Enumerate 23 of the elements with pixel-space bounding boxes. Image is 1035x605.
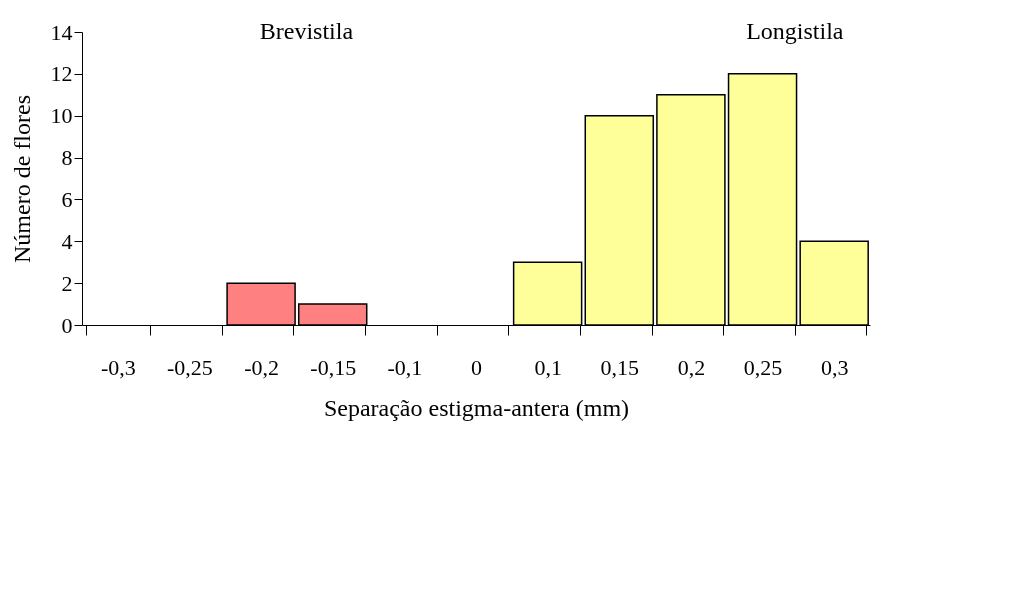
x-tick-label: 0,2	[677, 354, 706, 380]
x-tick-label: -0,1	[387, 354, 423, 380]
y-tick-label: 14	[50, 19, 73, 45]
x-axis-title: Separação estigma-antera (mm)	[323, 394, 630, 421]
x-tick-label: 0,1	[534, 354, 562, 380]
x-tick-label: 0,15	[600, 354, 640, 380]
x-tick-label: 0	[471, 354, 482, 380]
y-tick-label: 8	[61, 145, 73, 171]
x-tick-label: 0,3	[820, 354, 849, 380]
y-tick-label: 4	[61, 228, 73, 254]
y-axis-title: Número de flores	[8, 95, 35, 263]
annotation: Brevistila	[259, 18, 354, 44]
x-tick-label: 0,25	[743, 354, 783, 380]
y-tick-label: 12	[50, 61, 73, 87]
x-tick-label: -0,3	[100, 354, 136, 380]
x-tick-label: -0,25	[167, 354, 213, 380]
y-tick-label: 10	[50, 103, 73, 129]
y-tick-label: 0	[61, 312, 73, 338]
x-tick-label: -0,15	[310, 354, 357, 380]
y-tick-label: 6	[61, 186, 73, 212]
annotation: Longistila	[746, 18, 844, 44]
x-tick-label: -0,2	[244, 354, 279, 380]
y-tick-label: 2	[61, 270, 73, 296]
